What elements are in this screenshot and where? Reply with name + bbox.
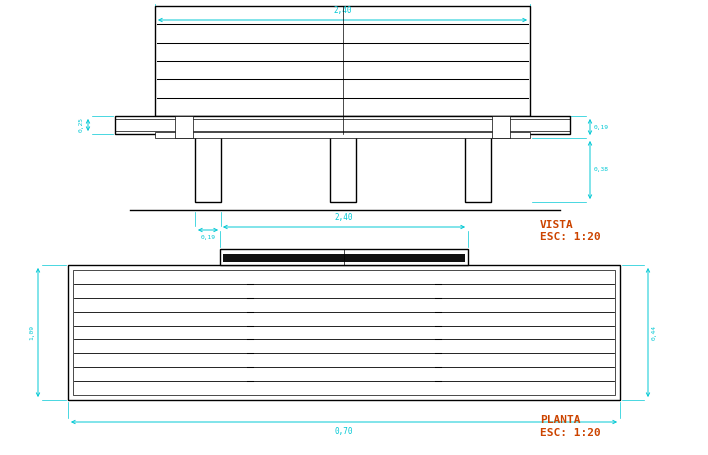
Text: 0,19: 0,19 <box>200 235 215 240</box>
Bar <box>223 254 465 262</box>
Bar <box>155 6 530 116</box>
Text: 0,44: 0,44 <box>652 325 657 340</box>
Text: 0,38: 0,38 <box>594 167 609 172</box>
Bar <box>492 116 510 138</box>
Text: 0,70: 0,70 <box>335 427 353 436</box>
Text: VISTA: VISTA <box>540 220 573 230</box>
Text: 2,40: 2,40 <box>333 6 352 15</box>
Bar <box>68 265 620 400</box>
Text: 2,40: 2,40 <box>335 213 353 222</box>
Text: 0,19: 0,19 <box>594 125 609 130</box>
Bar <box>175 116 193 138</box>
Text: ESC: 1:20: ESC: 1:20 <box>540 232 601 242</box>
Text: 1,09: 1,09 <box>29 325 34 340</box>
Bar <box>115 116 570 134</box>
Bar <box>329 134 355 202</box>
Bar <box>73 270 615 395</box>
Bar <box>155 132 530 138</box>
Text: PLANTA: PLANTA <box>540 415 581 425</box>
Bar <box>220 249 468 265</box>
Text: ESC: 1:20: ESC: 1:20 <box>540 428 601 438</box>
Text: 0,25: 0,25 <box>79 117 84 132</box>
Bar <box>195 134 221 202</box>
Bar <box>465 134 491 202</box>
